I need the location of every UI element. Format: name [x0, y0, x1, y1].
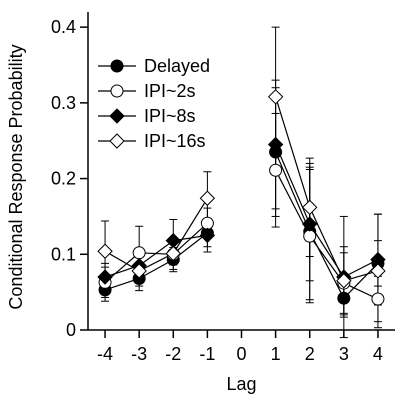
legend-marker	[110, 59, 124, 73]
data-point	[302, 199, 318, 216]
x-tick-label: 1	[271, 344, 281, 364]
legend-marker	[110, 84, 124, 98]
data-point	[199, 227, 216, 244]
markers	[97, 89, 386, 306]
data-point	[199, 190, 216, 206]
y-tick-label: 0	[66, 320, 76, 340]
series-lines	[104, 96, 379, 300]
legend: Delayed IPI~2s IPI~8s IPI~16s	[98, 56, 210, 151]
data-point	[371, 292, 385, 306]
series-line	[275, 151, 379, 300]
legend-label: IPI~8s	[144, 106, 196, 126]
data-point	[132, 246, 146, 260]
series-line	[275, 169, 379, 300]
y-tick-label: 0.4	[51, 17, 76, 37]
data-point	[131, 263, 147, 279]
series-line	[104, 232, 208, 291]
legend-label: Delayed	[144, 56, 210, 76]
data-point	[302, 216, 318, 232]
data-point	[97, 269, 113, 285]
series-line	[104, 197, 208, 272]
data-point	[200, 216, 214, 230]
legend-marker	[109, 133, 125, 149]
legend-entry: IPI~2s	[98, 81, 196, 101]
y-tick-label: 0.3	[51, 93, 76, 113]
data-point	[267, 136, 284, 153]
data-point	[267, 89, 284, 105]
x-tick-label: -3	[131, 344, 147, 364]
data-point	[337, 291, 351, 305]
data-point	[269, 163, 283, 177]
data-point	[97, 243, 113, 259]
x-tick-label: 4	[373, 344, 383, 364]
x-tick-label: 2	[305, 344, 315, 364]
series-line	[275, 144, 379, 278]
x-tick-label: -2	[165, 344, 181, 364]
x-tick-label: 0	[236, 344, 246, 364]
axes: 0 0.1 0.2 0.3 0.4 -4 -3 -2 -1 0 1 2 3 4	[51, 12, 395, 364]
series-line	[104, 234, 208, 278]
x-tick-label: 3	[339, 344, 349, 364]
legend-label: IPI~16s	[144, 131, 206, 151]
data-point	[336, 273, 352, 289]
legend-marker	[109, 108, 125, 124]
y-tick-label: 0.1	[51, 244, 76, 264]
legend-entry: IPI~8s	[98, 106, 196, 126]
y-axis-title: Conditional Response Probability	[6, 44, 26, 309]
legend-entry: IPI~16s	[98, 131, 206, 151]
x-tick-label: -4	[97, 344, 113, 364]
y-tick-label: 0.2	[51, 169, 76, 189]
x-axis-title: Lag	[226, 374, 256, 394]
data-point	[303, 229, 317, 243]
x-tick-label: -1	[199, 344, 215, 364]
data-point	[165, 245, 181, 262]
data-point	[370, 263, 386, 279]
legend-entry: Delayed	[98, 56, 210, 76]
legend-label: IPI~2s	[144, 81, 196, 101]
series-line	[275, 96, 379, 282]
